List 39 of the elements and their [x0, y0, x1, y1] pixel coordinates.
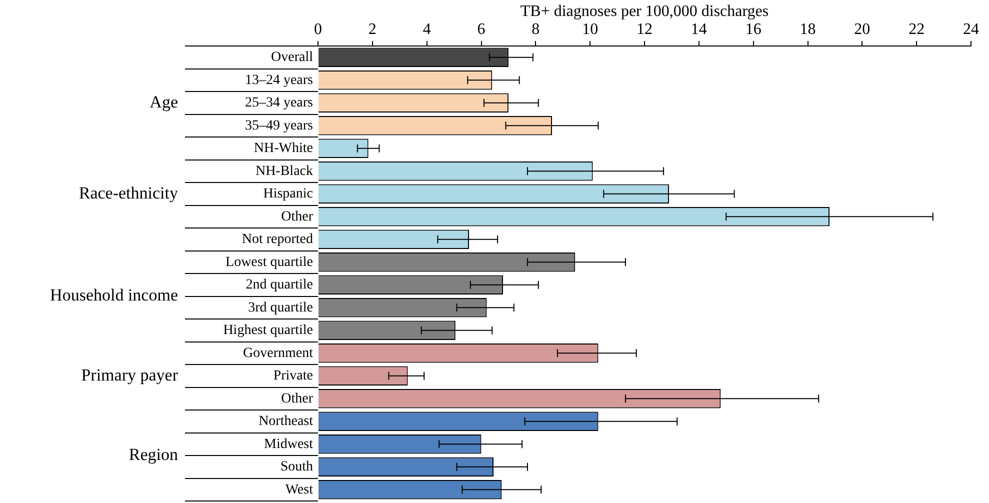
- y-tick-label: Other: [281, 391, 314, 406]
- x-axis-title: TB+ diagnoses per 100,000 discharges: [520, 2, 769, 20]
- y-tick-label: Lowest quartile: [226, 254, 313, 270]
- y-tick-label: Not reported: [242, 232, 313, 248]
- x-tick-label: 16: [745, 21, 762, 38]
- x-tick-label: 2: [368, 21, 376, 38]
- y-tick-label: NH-Black: [255, 164, 313, 179]
- x-tick-label: 22: [908, 21, 925, 38]
- y-tick-label: Other: [281, 209, 314, 224]
- x-tick-label: 14: [690, 21, 707, 38]
- x-tick-label: 12: [636, 21, 652, 38]
- y-tick-label: Private: [273, 368, 313, 384]
- x-tick-label: 0: [314, 21, 322, 38]
- y-tick-label: 25–34 years: [244, 96, 313, 111]
- y-tick-label: Northeast: [258, 414, 314, 430]
- y-tick-label: 2nd quartile: [246, 278, 313, 293]
- x-tick-label: 24: [963, 21, 979, 38]
- x-tick-label: 20: [854, 21, 870, 38]
- y-tick-label: Highest quartile: [223, 323, 313, 338]
- x-tick-label: 18: [800, 21, 816, 38]
- text: Household income: [50, 286, 178, 305]
- y-tick-label: South: [280, 460, 313, 475]
- y-tick-label: Midwest: [264, 436, 314, 452]
- text: Age: [150, 92, 178, 112]
- x-tick-label: 10: [582, 21, 598, 38]
- x-tick-label: 4: [422, 21, 431, 38]
- y-tick-label: West: [285, 482, 314, 498]
- text: Region: [128, 444, 178, 464]
- y-tick-label: Hispanic: [263, 186, 313, 202]
- text: Primary payer: [81, 365, 178, 384]
- y-tick-label: Government: [243, 346, 314, 361]
- y-tick-label: Overall: [271, 50, 314, 66]
- y-tick-label: NH-White: [254, 141, 313, 156]
- y-tick-label: 13–24 years: [244, 72, 313, 88]
- x-tick-label: 8: [532, 21, 540, 38]
- text: Race-ethnicity: [78, 183, 178, 202]
- y-tick-label: 35–49 years: [244, 118, 313, 134]
- x-tick-label: 6: [477, 21, 486, 38]
- y-tick-label: 3rd quartile: [248, 300, 313, 316]
